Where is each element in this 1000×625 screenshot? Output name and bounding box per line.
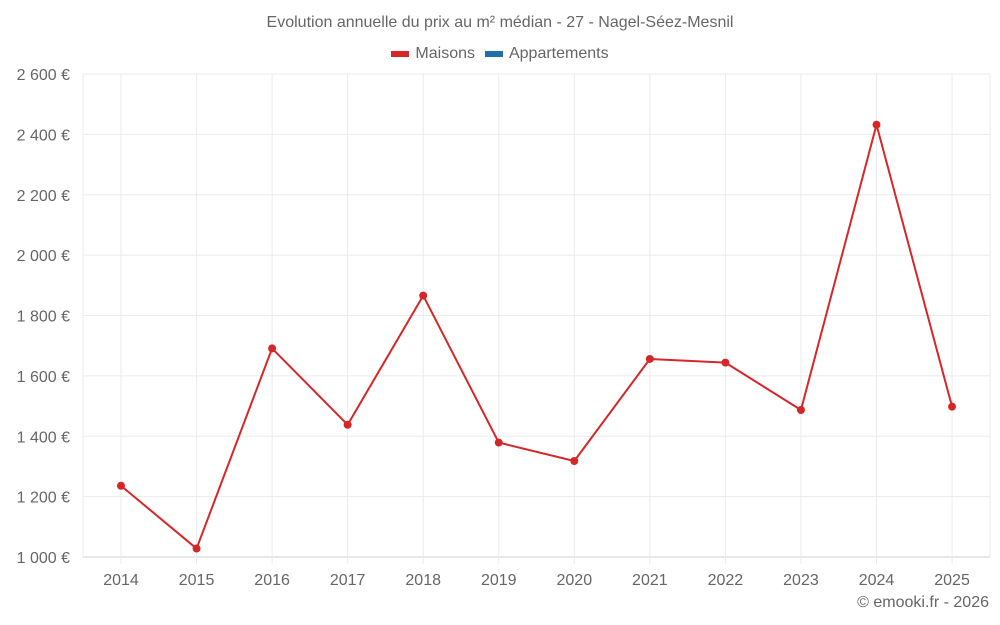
x-tick-label: 2020 <box>557 572 593 589</box>
series-line-maisons <box>120 123 954 550</box>
y-tick-label: 1 800 € <box>17 309 70 326</box>
data-point[interactable] <box>872 120 881 129</box>
data-point[interactable] <box>192 544 201 553</box>
legend-item-maisons[interactable]: Maisons <box>391 45 475 63</box>
series-maisons <box>117 120 957 553</box>
x-tick-label: 2017 <box>330 572 366 589</box>
data-point[interactable] <box>117 481 125 490</box>
y-tick-label: 2 600 € <box>17 67 70 84</box>
data-point[interactable] <box>796 405 805 414</box>
grid-lines <box>82 73 991 564</box>
data-point[interactable] <box>570 457 579 466</box>
data-point[interactable] <box>494 438 503 447</box>
y-tick-label: 1 000 € <box>17 550 70 567</box>
data-point[interactable] <box>268 344 277 353</box>
y-tick-label: 1 400 € <box>17 429 70 446</box>
x-tick-label: 2025 <box>934 572 970 589</box>
legend-item-appartements[interactable]: Appartements <box>484 45 609 63</box>
x-axis: 2014 2015 2016 2017 2018 2019 2020 2021 2022 2023… <box>103 572 970 589</box>
x-tick-label: 2016 <box>254 572 290 589</box>
x-tick-label: 2018 <box>405 572 441 589</box>
data-point[interactable] <box>419 291 428 300</box>
x-tick-label: 2023 <box>783 572 819 589</box>
y-axis: 1 000 € 1 200 € 1 400 € 1 600 € 1 800 € 2 000… <box>17 67 70 567</box>
chart-legend: Maisons Appartements <box>0 45 1000 63</box>
x-tick-label: 2014 <box>103 572 139 589</box>
legend-swatch-maisons <box>391 51 410 57</box>
credit-text: © emooki.fr - 2026 <box>857 594 989 611</box>
data-point[interactable] <box>948 402 957 411</box>
y-tick-label: 2 000 € <box>17 248 70 265</box>
x-tick-label: 2021 <box>632 572 668 589</box>
legend-label-maisons: Maisons <box>415 45 475 62</box>
legend-label-appartements: Appartements <box>508 45 609 62</box>
y-tick-label: 2 200 € <box>17 188 70 205</box>
x-tick-label: 2024 <box>859 572 895 589</box>
chart-title: Evolution annuelle du prix au m² médian … <box>266 14 734 31</box>
x-tick-label: 2015 <box>179 572 215 589</box>
legend-swatch-appartements <box>484 51 503 57</box>
data-point[interactable] <box>343 420 352 429</box>
data-point[interactable] <box>645 354 654 363</box>
y-tick-label: 1 200 € <box>17 490 70 507</box>
y-tick-label: 2 400 € <box>17 127 70 144</box>
y-tick-label: 1 600 € <box>17 369 70 386</box>
x-tick-label: 2019 <box>481 572 517 589</box>
data-point[interactable] <box>721 358 730 367</box>
x-tick-label: 2022 <box>708 572 744 589</box>
